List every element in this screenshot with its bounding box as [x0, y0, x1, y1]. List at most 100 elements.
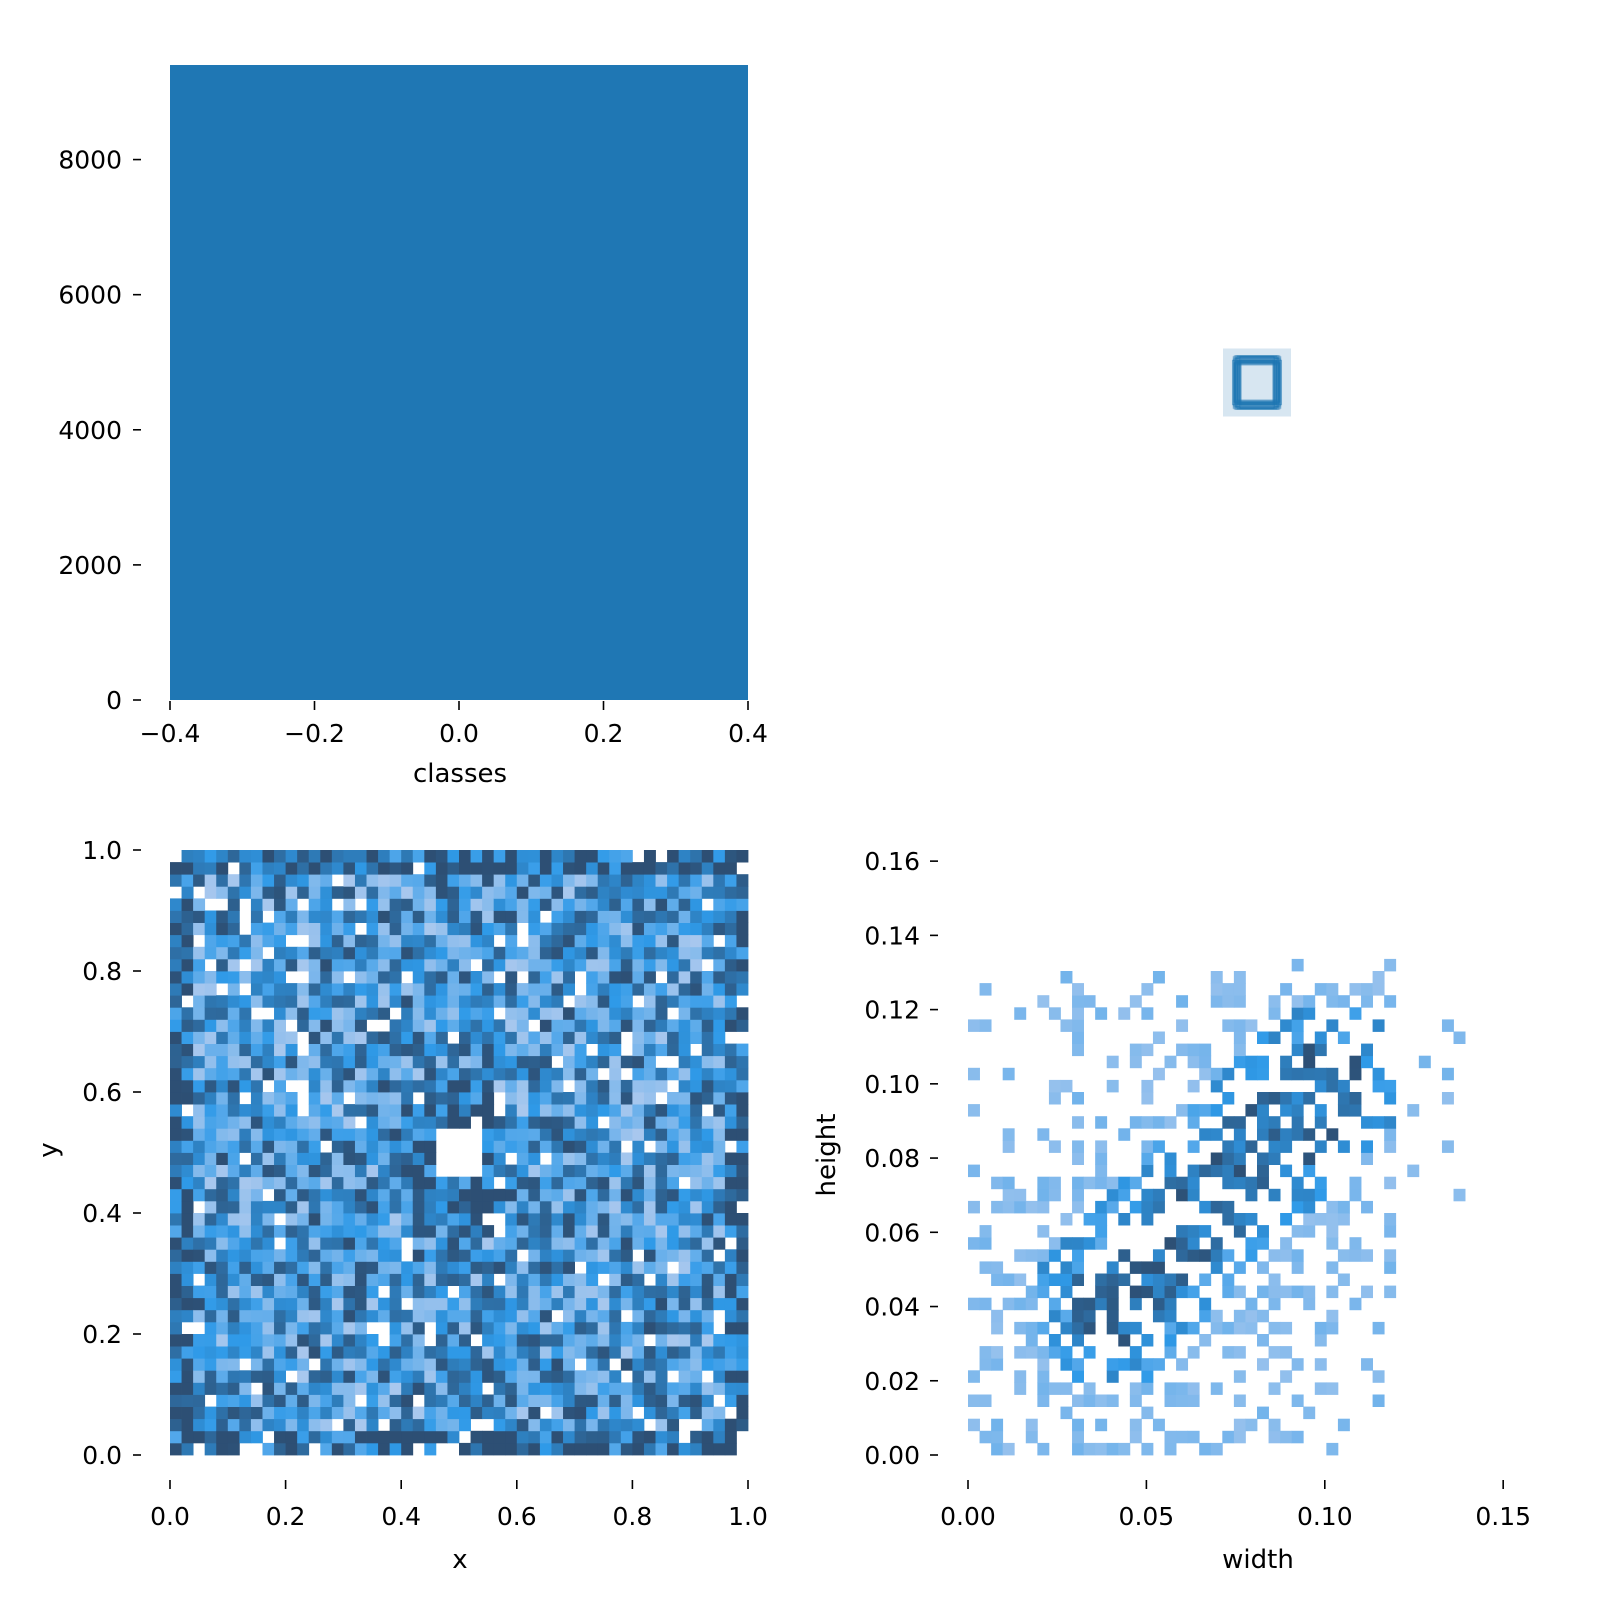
y-tick-label: 0.04 [864, 1293, 920, 1322]
heatmap-cell [1384, 1225, 1397, 1238]
heatmap-cell [586, 1079, 599, 1093]
heatmap-cell [401, 1261, 414, 1274]
heatmap-cell [493, 1019, 506, 1032]
heatmap-cell [1118, 1128, 1131, 1141]
heatmap-cell [424, 958, 437, 972]
heatmap-cell [343, 1261, 356, 1274]
heatmap-cell [1349, 1237, 1362, 1250]
heatmap-cell [690, 1249, 703, 1262]
heatmap-cell [539, 983, 552, 996]
heatmap-cell [539, 874, 552, 887]
heatmap-cell [690, 1104, 703, 1117]
heatmap-cell [1291, 1104, 1304, 1117]
x-tick-label: 0.0 [150, 1502, 190, 1531]
heatmap-cell [539, 922, 552, 936]
heatmap-cell [459, 862, 471, 875]
heatmap-cell [1257, 1176, 1269, 1190]
heatmap-cell [678, 995, 691, 1008]
heatmap-cell [1118, 1213, 1131, 1226]
heatmap-cell [979, 1237, 992, 1250]
heatmap-cell [435, 850, 448, 863]
heatmap-cell [274, 1406, 286, 1420]
heatmap-cell [563, 1031, 575, 1044]
heatmap-cell [678, 1019, 691, 1032]
heatmap-cell [308, 1418, 321, 1432]
heatmap-cell [736, 983, 749, 996]
heatmap-cell [320, 1358, 333, 1371]
heatmap-cell [505, 1249, 518, 1262]
heatmap-cell [701, 1406, 714, 1420]
heatmap-cell [1176, 1019, 1189, 1032]
heatmap-cell [250, 1188, 263, 1202]
heatmap-cell [736, 1067, 749, 1081]
heatmap-cell [239, 1055, 252, 1069]
heatmap-cell [574, 1104, 587, 1117]
heatmap-cell [678, 1285, 691, 1299]
heatmap-cell [366, 1442, 379, 1456]
heatmap-cell [597, 1225, 610, 1238]
heatmap-cell [1245, 1418, 1258, 1432]
heatmap-cell [551, 1164, 564, 1178]
heatmap-cell [1014, 1007, 1027, 1020]
heatmap-cell [643, 1092, 656, 1105]
heatmap-cell [204, 1007, 217, 1020]
heatmap-cell [401, 1031, 414, 1044]
heatmap-cell [713, 1406, 726, 1420]
heatmap-cell [1037, 1321, 1050, 1335]
heatmap-cell [378, 1031, 391, 1044]
heatmap-cell [505, 1067, 518, 1081]
heatmap-cell [447, 1055, 460, 1069]
heatmap-cell [424, 1297, 437, 1311]
heatmap-cell [539, 1200, 552, 1214]
heatmap-cell [1152, 971, 1165, 984]
heatmap-cell [447, 1394, 460, 1407]
heatmap-cell [204, 874, 217, 887]
heatmap-cell [204, 1067, 217, 1081]
heatmap-cell [389, 995, 402, 1008]
heatmap-cell [435, 1116, 448, 1129]
heatmap-cell [655, 1406, 668, 1420]
heatmap-cell [170, 1406, 182, 1420]
heatmap-cell [1164, 1152, 1177, 1165]
x-tick-label: 0.00 [940, 1502, 996, 1531]
heatmap-cell [516, 1261, 529, 1274]
bounding-box-core [1223, 348, 1291, 417]
heatmap-cell [459, 1334, 471, 1347]
heatmap-cell [1384, 958, 1397, 972]
heatmap-cell [586, 1273, 599, 1286]
x-tick-label: 0.4 [728, 719, 768, 748]
heatmap-cell [493, 1418, 506, 1432]
heatmap-cell [551, 934, 564, 948]
heatmap-cell [239, 874, 252, 887]
heatmap-cell [528, 995, 541, 1008]
heatmap-cell [181, 922, 194, 936]
x-axis-label-x: x [452, 1545, 467, 1575]
heatmap-cell [331, 1273, 344, 1286]
heatmap-cell [447, 1092, 460, 1105]
heatmap-cell [1257, 1309, 1269, 1323]
heatmap-cell [482, 1092, 495, 1105]
heatmap-cell [1002, 1176, 1015, 1190]
heatmap-cell [1303, 1285, 1316, 1299]
heatmap-cell [297, 1140, 310, 1153]
heatmap-cell [979, 1225, 992, 1238]
heatmap-cell [1083, 1442, 1096, 1456]
heatmap-cell [181, 1152, 194, 1165]
heatmap-cell [1152, 1188, 1165, 1202]
bounding-box [1235, 355, 1279, 410]
heatmap-cell [539, 1128, 552, 1141]
heatmap-cell [354, 1188, 367, 1202]
heatmap-cell [447, 1116, 460, 1129]
heatmap-cell [482, 1164, 495, 1178]
heatmap-cell [736, 1261, 749, 1274]
heatmap-cell [643, 1116, 656, 1129]
heatmap-cell [181, 886, 194, 899]
heatmap-cell [667, 1019, 680, 1032]
heatmap-cell [690, 1358, 703, 1371]
heatmap-cell [667, 1188, 680, 1202]
heatmap-cell [274, 1116, 286, 1129]
heatmap-cell [597, 1188, 610, 1202]
heatmap-cell [701, 1225, 714, 1238]
heatmap-cell [331, 1442, 344, 1456]
heatmap-cell [493, 995, 506, 1008]
